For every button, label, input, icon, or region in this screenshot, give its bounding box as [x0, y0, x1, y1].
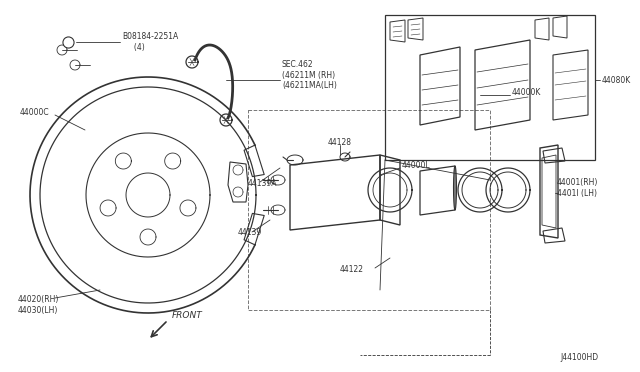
Text: 44128: 44128: [328, 138, 352, 147]
Text: 44000C: 44000C: [20, 108, 50, 116]
Text: 44001(RH)
4401I (LH): 44001(RH) 4401I (LH): [557, 178, 598, 198]
Text: 44122: 44122: [340, 266, 364, 275]
Text: J44100HD: J44100HD: [560, 353, 598, 362]
Text: FRONT: FRONT: [172, 311, 203, 320]
Text: 44000K: 44000K: [512, 87, 541, 96]
Text: 44139A: 44139A: [248, 179, 278, 187]
Text: 44020(RH)
44030(LH): 44020(RH) 44030(LH): [18, 295, 60, 315]
Text: 44139: 44139: [238, 228, 262, 237]
Text: 44000L: 44000L: [402, 160, 431, 170]
Text: SEC.462
(46211M (RH)
(46211MA(LH): SEC.462 (46211M (RH) (46211MA(LH): [282, 60, 337, 90]
Text: B: B: [66, 39, 70, 45]
Text: B08184-2251A
     (4): B08184-2251A (4): [122, 32, 179, 52]
Text: 44080K: 44080K: [602, 76, 631, 84]
